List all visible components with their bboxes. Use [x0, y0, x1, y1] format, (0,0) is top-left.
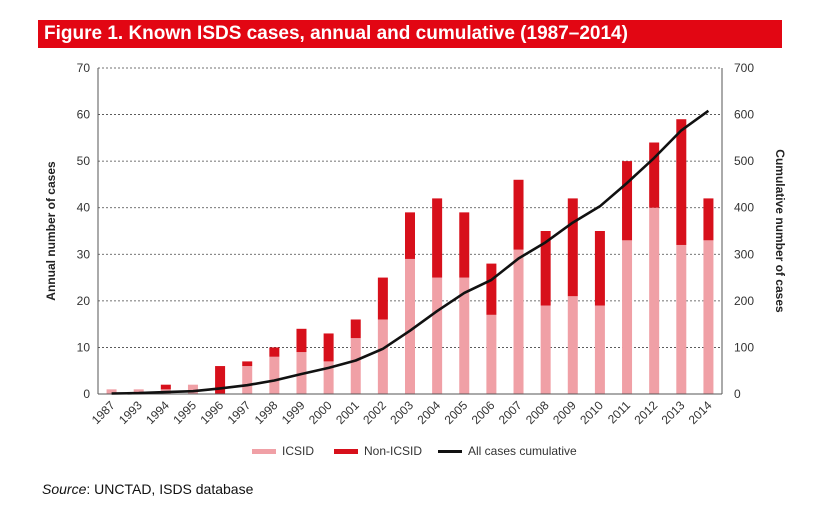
- x-tick-label: 2010: [577, 398, 606, 427]
- bar-non-icsid: [703, 198, 714, 241]
- bar-non-icsid: [622, 161, 633, 241]
- bar-non-icsid: [676, 119, 687, 245]
- bar-icsid: [486, 314, 497, 394]
- x-tick-label: 2011: [605, 398, 633, 426]
- y-axis-title: Annual number of cases: [44, 161, 58, 301]
- x-tick-label: 1987: [89, 398, 118, 427]
- x-tick-label: 1998: [252, 398, 281, 427]
- bar-icsid: [187, 384, 198, 394]
- bar-icsid: [567, 296, 578, 394]
- x-tick-label: 2003: [387, 398, 416, 427]
- bar-icsid: [459, 277, 470, 394]
- legend-swatch-cumulative: [438, 450, 462, 453]
- x-tick-label: 2005: [442, 398, 471, 427]
- source-note: Source: UNCTAD, ISDS database: [42, 481, 253, 497]
- y-tick-label: 0: [83, 387, 90, 401]
- y2-tick-label: 300: [734, 247, 754, 261]
- x-tick-label: 1996: [197, 398, 226, 427]
- y2-tick-label: 700: [734, 61, 754, 75]
- bar-icsid: [323, 361, 334, 394]
- y-tick-label: 10: [77, 340, 91, 354]
- bar-non-icsid: [350, 319, 361, 339]
- bar-non-icsid: [323, 333, 334, 362]
- bar-icsid: [676, 244, 687, 394]
- x-tick-label: 2007: [496, 398, 525, 427]
- bar-icsid: [377, 319, 388, 394]
- y-tick-label: 20: [77, 294, 91, 308]
- bar-icsid: [350, 338, 361, 394]
- legend-label-icsid: ICSID: [282, 444, 315, 458]
- legend-swatch-non-icsid: [334, 449, 358, 454]
- x-tick-label: 2001: [333, 398, 362, 427]
- x-tick-label: 1995: [170, 398, 199, 427]
- bar-non-icsid: [296, 328, 307, 353]
- bar-icsid: [242, 366, 253, 394]
- y2-tick-label: 500: [734, 154, 754, 168]
- x-tick-label: 1993: [116, 398, 145, 427]
- bar-icsid: [133, 389, 144, 394]
- bar-non-icsid: [513, 179, 524, 250]
- y2-axis-title: Cumulative number of cases: [773, 149, 787, 313]
- bar-non-icsid: [567, 198, 578, 297]
- bar-icsid: [540, 305, 551, 394]
- legend-label-non-icsid: Non-ICSID: [364, 444, 423, 458]
- bar-icsid: [405, 258, 415, 394]
- legend-swatch-icsid: [252, 449, 276, 454]
- bar-non-icsid: [160, 384, 171, 390]
- bar-non-icsid: [242, 361, 253, 367]
- bar-non-icsid: [377, 277, 388, 320]
- x-tick-label: 1999: [279, 398, 308, 427]
- bar-non-icsid: [540, 231, 551, 306]
- cumulative-line: [111, 109, 710, 395]
- y-tick-label: 50: [77, 154, 91, 168]
- y2-tick-label: 400: [734, 201, 754, 215]
- bar-icsid: [649, 207, 660, 394]
- bar-icsid: [703, 240, 714, 394]
- x-tick-label: 2013: [659, 398, 688, 427]
- x-tick-label: 2012: [632, 398, 661, 427]
- y2-tick-label: 600: [734, 108, 754, 122]
- x-tick-label: 2006: [469, 398, 498, 427]
- bar-icsid: [269, 356, 280, 394]
- y-tick-label: 40: [77, 201, 91, 215]
- bar-icsid: [432, 277, 443, 394]
- x-tick-label: 1994: [143, 398, 172, 427]
- y-tick-label: 30: [77, 247, 91, 261]
- bar-non-icsid: [649, 142, 660, 208]
- bar-non-icsid: [432, 198, 443, 278]
- y-tick-label: 70: [77, 61, 91, 75]
- chart-title: Figure 1. Known ISDS cases, annual and c…: [38, 20, 782, 48]
- source-label: Source: [42, 481, 87, 497]
- x-tick-label: 2002: [360, 398, 389, 427]
- bar-non-icsid: [459, 212, 470, 278]
- bar-icsid: [513, 249, 524, 394]
- y-tick-label: 60: [77, 108, 91, 122]
- bar-icsid: [594, 305, 605, 394]
- x-tick-label: 2014: [686, 398, 715, 427]
- bar-non-icsid: [269, 347, 280, 357]
- bar-non-icsid: [405, 212, 415, 259]
- bar-non-icsid: [594, 231, 605, 306]
- x-tick-label: 2000: [306, 398, 335, 427]
- bar-icsid: [622, 240, 633, 394]
- source-text: : UNCTAD, ISDS database: [86, 481, 254, 497]
- bar-non-icsid: [215, 366, 226, 394]
- y2-tick-label: 0: [734, 387, 741, 401]
- bar-icsid: [106, 389, 117, 394]
- y2-tick-label: 200: [734, 294, 754, 308]
- x-tick-label: 2008: [523, 398, 552, 427]
- x-tick-label: 2004: [414, 398, 443, 427]
- legend-label-cumulative: All cases cumulative: [468, 444, 577, 458]
- y2-tick-label: 100: [734, 340, 754, 354]
- x-tick-label: 2009: [550, 398, 579, 427]
- x-tick-label: 1997: [225, 398, 254, 427]
- bar-non-icsid: [486, 263, 497, 315]
